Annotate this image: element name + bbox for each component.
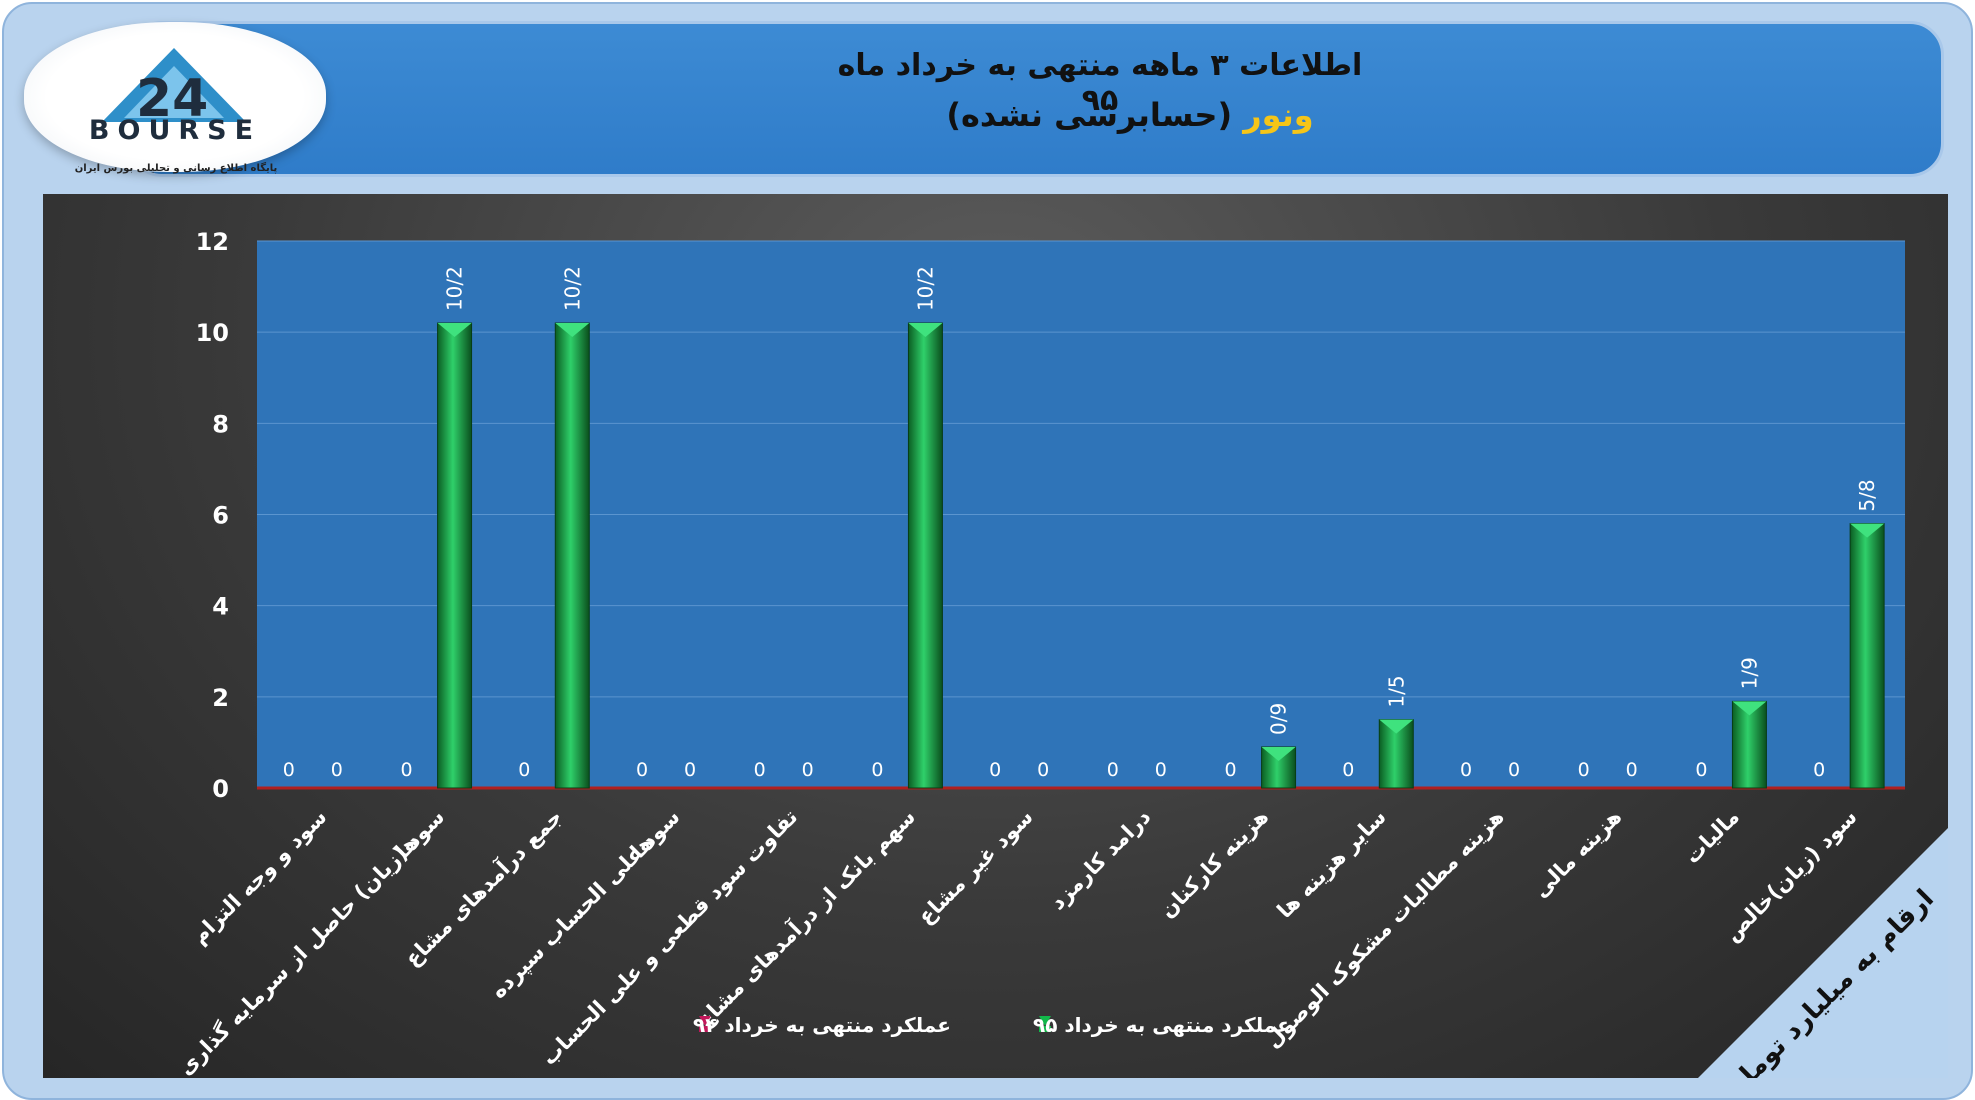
legend-swatch-base: [1039, 1026, 1051, 1032]
x-category-label: درامد کارمزد: [1045, 804, 1155, 914]
data-label-94: 0: [1578, 759, 1590, 781]
legend-swatch: [699, 1016, 711, 1026]
bar-cap: [1379, 719, 1414, 734]
bar-cap: [555, 323, 590, 338]
data-label-95: 10/2: [913, 266, 937, 311]
data-label-94: 0: [1342, 759, 1354, 781]
bar-cap: [1261, 746, 1296, 761]
bar-cap: [1732, 701, 1767, 716]
bar-body: [1731, 700, 1767, 789]
bar-body: [907, 322, 943, 789]
bar-95: [437, 322, 473, 789]
y-tick-label: 4: [212, 593, 229, 621]
data-label-95: 0/9: [1267, 703, 1291, 735]
bourse24-logo: 24 BOURSE پایگاه اطلاع رسانی و تحلیلی بو…: [24, 22, 326, 174]
x-category-label: مالیات: [1680, 805, 1744, 869]
bar-95: [1378, 719, 1414, 789]
x-category-label: سود (زیان)خالص: [1720, 805, 1862, 947]
data-label-94: 0: [871, 759, 883, 781]
bar-body: [554, 322, 590, 789]
chart-panel: 0 0 0 10/2 0 10/2 0 0 0 0 0 10/2 0 0 0 0 0 0/9 0 1/5 0 0 0 0 0 1/…: [43, 194, 1948, 1100]
page-title: اطلاعات ۳ ماهه منتهی به خرداد ماه ۹۵: [837, 48, 1363, 118]
data-label-95: 0: [1626, 759, 1638, 781]
data-label-95: 0: [1508, 759, 1520, 781]
bar-cap: [437, 323, 472, 338]
data-label-95: 5/8: [1855, 479, 1879, 511]
legend-swatch: [1039, 1016, 1051, 1026]
unit-band: [1698, 828, 1948, 1078]
data-label-94: 0: [1695, 759, 1707, 781]
data-label-94: 0: [518, 759, 530, 781]
legend-swatch-base: [699, 1026, 711, 1032]
x-category-label: سود علی الحساب سپرده: [486, 805, 685, 1004]
legend-label: عملکرد منتهی به خرداد ۹۴: [693, 1013, 951, 1037]
logo-mark-icon: 24: [102, 48, 246, 129]
bar-cap: [1850, 523, 1885, 538]
bar-95: [1849, 523, 1885, 789]
data-label-94: 0: [1225, 759, 1237, 781]
data-label-94: 0: [1813, 759, 1825, 781]
data-label-95: 1/9: [1737, 657, 1761, 689]
bar-95: [907, 322, 943, 789]
data-label-95: 0: [802, 759, 814, 781]
x-category-label: سود غیر مشاع: [913, 805, 1037, 929]
y-tick-label: 0: [212, 775, 229, 803]
x-category-label: هزینه کارکنان: [1155, 805, 1273, 923]
bar-body: [1849, 523, 1885, 789]
audit-note: (حسابرسی نشده): [946, 96, 1233, 134]
data-label-95: 0: [1155, 759, 1167, 781]
data-label-94: 0: [1460, 759, 1472, 781]
data-label-95: 10/2: [560, 266, 584, 311]
x-category-label: هزینه مطالبات مشکوک الوصول: [1261, 805, 1509, 1053]
y-tick-label: 6: [212, 502, 229, 530]
data-label-95: 0: [684, 759, 696, 781]
data-label-94: 0: [754, 759, 766, 781]
data-label-94: 0: [283, 759, 295, 781]
data-label-94: 0: [401, 759, 413, 781]
bar-95: [1731, 700, 1767, 789]
data-label-94: 0: [636, 759, 648, 781]
svg-text:24: 24: [136, 69, 208, 129]
bar-95: [1261, 746, 1297, 789]
bar-body: [437, 322, 473, 789]
y-tick-label: 12: [196, 228, 229, 256]
legend-label: عملکرد منتهی به خرداد ۹۵: [1033, 1013, 1291, 1037]
data-label-94: 0: [989, 759, 1001, 781]
y-tick-label: 8: [212, 410, 229, 438]
company-name: ونور: [1243, 96, 1314, 134]
x-category-label: سهم بانک از درآمدهای مشاع: [691, 804, 920, 1033]
bar-95: [554, 322, 590, 789]
page-subtitle: ونور (حسابرسی نشده): [920, 96, 1340, 134]
data-label-94: 0: [1107, 759, 1119, 781]
title-banner: [128, 21, 1944, 177]
x-category-label: سایر هزینه ها: [1272, 805, 1390, 923]
y-tick-label: 2: [212, 684, 229, 712]
logo-text: BOURSE: [88, 115, 262, 146]
bar-body: [1261, 746, 1297, 789]
data-label-95: 0: [331, 759, 343, 781]
data-label-95: 10/2: [443, 266, 467, 311]
bar-chart: 0 0 0 10/2 0 10/2 0 0 0 0 0 10/2 0 0 0 0 0 0/9 0 1/5 0 0 0 0 0 1/…: [173, 228, 1948, 1100]
data-label-95: 0: [1037, 759, 1049, 781]
y-tick-label: 10: [196, 319, 229, 347]
x-category-label: هزینه مالی: [1529, 805, 1627, 903]
bar-cap: [908, 323, 943, 338]
logo-subtitle: پایگاه اطلاع رسانی و تحلیلی بورس ایران: [74, 163, 278, 174]
data-label-95: 1/5: [1384, 675, 1408, 707]
